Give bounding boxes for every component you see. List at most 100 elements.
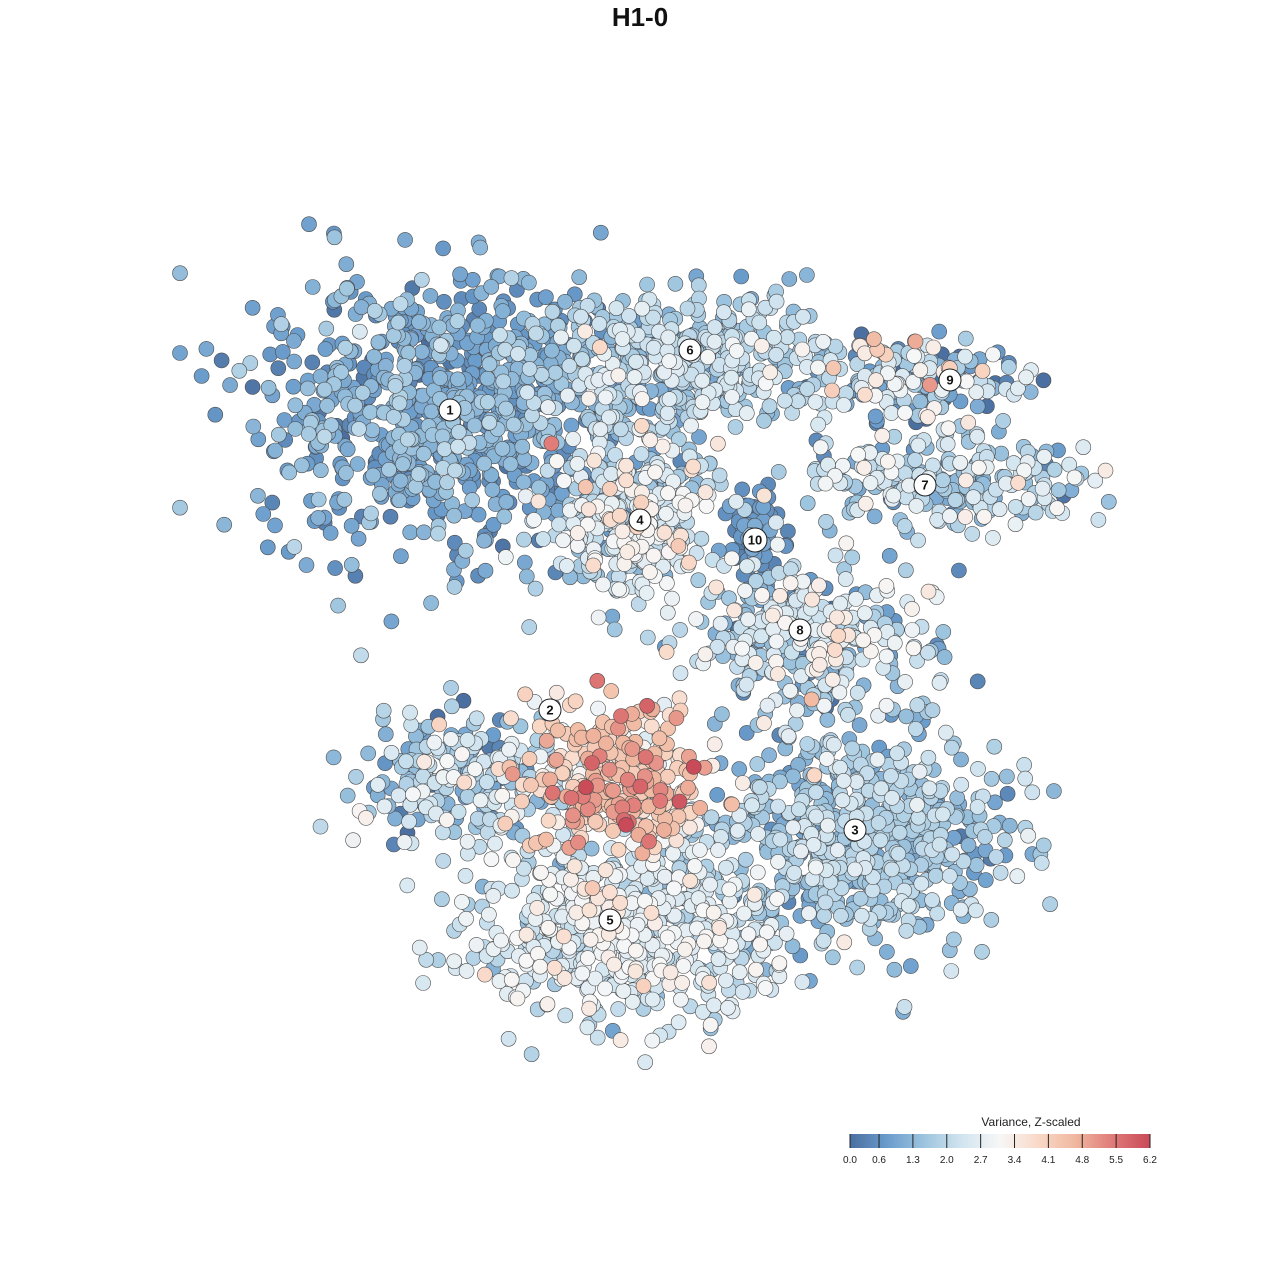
- data-point: [467, 761, 483, 778]
- data-point: [710, 435, 726, 452]
- data-point: [446, 507, 462, 524]
- data-point: [747, 655, 764, 671]
- data-point: [941, 868, 958, 884]
- data-point: [627, 942, 644, 959]
- data-point: [530, 493, 547, 510]
- data-point: [740, 926, 757, 943]
- data-point: [577, 479, 594, 495]
- data-point: [635, 978, 652, 994]
- data-point: [751, 779, 768, 796]
- data-point: [936, 649, 953, 665]
- data-point: [706, 736, 723, 753]
- data-point: [540, 812, 557, 829]
- data-point: [849, 684, 866, 701]
- data-point: [1020, 491, 1037, 507]
- data-point: [969, 673, 986, 690]
- data-point: [820, 817, 836, 834]
- data-point: [659, 604, 676, 621]
- data-point: [618, 457, 635, 474]
- data-point: [907, 452, 923, 468]
- data-point: [698, 498, 715, 514]
- data-point: [521, 751, 538, 767]
- data-point: [909, 697, 926, 713]
- data-point: [528, 325, 544, 342]
- data-point: [372, 485, 388, 502]
- data-point: [411, 314, 427, 330]
- data-point: [985, 346, 1001, 363]
- data-point: [925, 339, 942, 356]
- data-point: [580, 390, 597, 407]
- data-point: [1066, 469, 1083, 486]
- data-point: [481, 356, 498, 373]
- data-point: [454, 894, 470, 910]
- data-point: [697, 484, 714, 501]
- data-point: [734, 775, 751, 791]
- data-point: [869, 751, 886, 768]
- data-point: [618, 472, 635, 489]
- cluster-label-6: 6: [678, 338, 702, 362]
- cluster-label-3: 3: [843, 818, 867, 842]
- data-point: [523, 777, 539, 793]
- data-point: [432, 370, 449, 386]
- data-point: [927, 867, 944, 884]
- data-point: [818, 513, 834, 530]
- data-point: [351, 421, 367, 437]
- data-point: [731, 964, 748, 981]
- data-point: [595, 576, 611, 593]
- data-point: [970, 459, 987, 476]
- data-point: [769, 536, 786, 553]
- data-point: [434, 891, 450, 908]
- data-point: [628, 353, 644, 370]
- data-point: [503, 710, 519, 727]
- data-point: [1075, 439, 1092, 456]
- data-point: [988, 849, 1005, 865]
- data-point: [343, 556, 360, 573]
- data-point: [771, 955, 788, 972]
- data-point: [706, 319, 723, 336]
- data-point: [825, 736, 842, 753]
- data-point: [479, 370, 496, 387]
- data-point: [886, 961, 903, 978]
- data-point: [889, 745, 905, 762]
- legend-tick-label: 0.6: [872, 1155, 886, 1166]
- data-point: [702, 1017, 719, 1033]
- data-point: [729, 822, 746, 839]
- data-point: [931, 323, 948, 340]
- data-point: [577, 323, 593, 340]
- data-point: [637, 749, 654, 766]
- data-point: [977, 872, 994, 888]
- cluster-label-4: 4: [628, 508, 652, 532]
- data-point: [304, 279, 321, 295]
- data-point: [287, 397, 304, 414]
- data-point: [702, 876, 718, 893]
- data-point: [317, 341, 334, 357]
- data-point: [1007, 499, 1024, 515]
- data-point: [667, 275, 684, 292]
- data-point: [557, 293, 573, 310]
- data-point: [580, 501, 597, 518]
- legend-tick-label: 6.2: [1143, 1155, 1157, 1166]
- data-point: [413, 271, 430, 288]
- data-point: [818, 751, 835, 767]
- data-point: [905, 640, 922, 657]
- data-point: [1027, 504, 1044, 521]
- data-point: [565, 807, 581, 824]
- data-point: [348, 768, 364, 785]
- data-point: [919, 409, 936, 426]
- data-point: [402, 524, 419, 541]
- data-point: [250, 487, 266, 504]
- data-point: [681, 554, 697, 571]
- data-point: [686, 858, 703, 874]
- data-point: [857, 495, 874, 512]
- data-point: [652, 793, 669, 809]
- data-point: [316, 381, 333, 398]
- legend-title: Variance, Z-scaled: [981, 1115, 1080, 1129]
- data-point: [322, 525, 339, 541]
- data-point: [336, 491, 353, 508]
- data-point: [685, 759, 702, 775]
- data-point: [738, 725, 755, 741]
- data-point: [830, 627, 847, 644]
- data-point: [706, 997, 722, 1014]
- data-point: [1024, 784, 1041, 801]
- data-point: [376, 798, 393, 815]
